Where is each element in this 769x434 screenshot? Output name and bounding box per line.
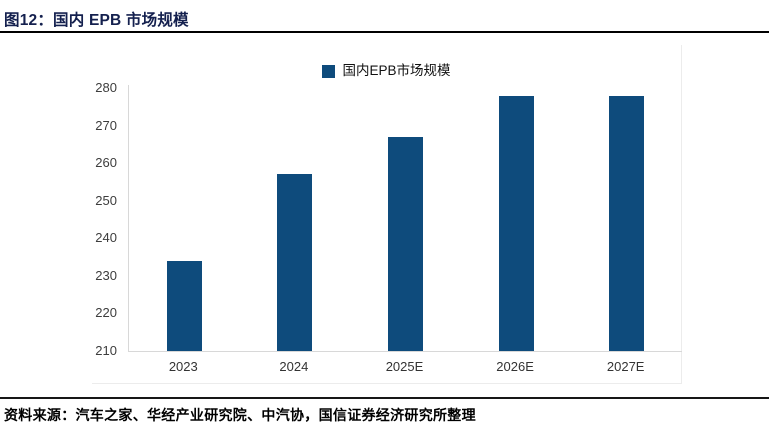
- y-axis-tick-label: 240: [95, 230, 117, 246]
- source-note: 资料来源：汽车之家、华经产业研究院、中汽协，国信证券经济研究所整理: [4, 407, 476, 423]
- plot-area: [128, 85, 682, 352]
- y-axis-tick-label: 220: [95, 305, 117, 321]
- y-axis-tick-label: 260: [95, 155, 117, 171]
- x-axis-tick-label: 2026E: [496, 359, 534, 374]
- chart-frame: [92, 45, 682, 384]
- bar-2023: [166, 260, 202, 351]
- y-axis-tick-label: 230: [95, 267, 117, 283]
- bar-2024: [277, 174, 313, 351]
- figure-title: 图12：国内 EPB 市场规模: [4, 12, 189, 29]
- x-axis-tick-label: 2027E: [606, 359, 645, 374]
- y-axis-tick-label: 270: [95, 117, 117, 133]
- bar-2025E: [388, 136, 423, 351]
- bar-2027E: [609, 95, 645, 351]
- legend-swatch: [322, 64, 336, 78]
- chart-legend: 国内EPB市场规模: [92, 63, 681, 79]
- x-axis-tick-label: 2023: [168, 359, 198, 374]
- x-axis-tick-label: 2025E: [385, 359, 424, 374]
- y-axis-tick-label: 210: [95, 343, 117, 358]
- y-axis-tick-label: 250: [95, 192, 117, 208]
- footer-divider-rule: [0, 397, 769, 399]
- legend-label: 国内EPB市场规模: [342, 63, 451, 78]
- title-divider-rule: [0, 31, 769, 33]
- bar-2026E: [498, 95, 534, 351]
- y-axis-tick-label: 280: [95, 80, 117, 95]
- x-axis-tick-label: 2024: [279, 359, 309, 374]
